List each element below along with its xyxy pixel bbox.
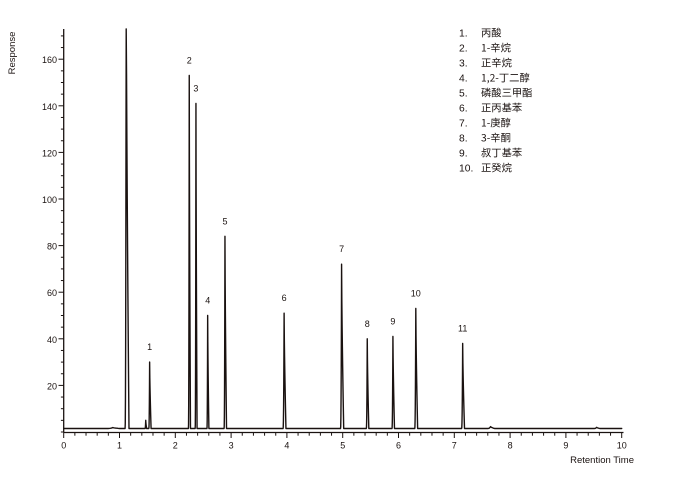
svg-text:8: 8 <box>508 441 513 451</box>
svg-text:60: 60 <box>47 288 57 298</box>
svg-text:Response: Response <box>7 32 18 75</box>
svg-text:1-辛烷: 1-辛烷 <box>481 40 511 55</box>
svg-text:160: 160 <box>42 55 57 65</box>
svg-text:40: 40 <box>47 335 57 345</box>
svg-text:0: 0 <box>61 441 66 451</box>
svg-text:4: 4 <box>284 441 289 451</box>
svg-text:9: 9 <box>563 441 568 451</box>
svg-text:1: 1 <box>147 342 152 352</box>
svg-text:9.: 9. <box>459 149 468 160</box>
svg-text:正辛烷: 正辛烷 <box>481 55 512 70</box>
svg-text:1: 1 <box>117 441 122 451</box>
svg-text:10: 10 <box>617 441 627 451</box>
svg-text:10.: 10. <box>459 164 473 175</box>
svg-text:1-庚醇: 1-庚醇 <box>481 115 511 130</box>
svg-text:8: 8 <box>365 319 370 329</box>
svg-text:2: 2 <box>173 441 178 451</box>
svg-text:8.: 8. <box>459 134 468 145</box>
svg-text:6: 6 <box>396 441 401 451</box>
svg-text:7: 7 <box>452 441 457 451</box>
svg-text:5: 5 <box>222 216 227 226</box>
svg-text:3-辛酮: 3-辛酮 <box>481 130 511 145</box>
svg-text:140: 140 <box>42 102 57 112</box>
svg-text:3.: 3. <box>459 59 468 70</box>
svg-text:3: 3 <box>193 84 198 94</box>
svg-text:11: 11 <box>458 324 467 334</box>
svg-text:9: 9 <box>390 317 395 327</box>
svg-text:7: 7 <box>339 244 344 254</box>
svg-text:80: 80 <box>47 242 57 252</box>
svg-text:6.: 6. <box>459 104 468 115</box>
svg-text:2.: 2. <box>459 44 468 55</box>
svg-text:3: 3 <box>229 441 234 451</box>
svg-text:20: 20 <box>47 381 57 391</box>
svg-text:2: 2 <box>187 56 192 66</box>
svg-text:100: 100 <box>42 195 57 205</box>
svg-text:120: 120 <box>42 148 57 158</box>
svg-text:10: 10 <box>411 289 421 299</box>
svg-text:1.: 1. <box>459 29 468 40</box>
svg-text:磷酸三甲酯: 磷酸三甲酯 <box>481 85 532 100</box>
svg-text:叔丁基苯: 叔丁基苯 <box>481 145 522 160</box>
svg-text:正丙基苯: 正丙基苯 <box>481 100 522 115</box>
svg-text:5: 5 <box>340 441 345 451</box>
svg-text:6: 6 <box>282 293 287 303</box>
svg-text:4: 4 <box>205 296 210 306</box>
svg-text:正癸烷: 正癸烷 <box>481 160 512 175</box>
svg-text:1,2-丁二醇: 1,2-丁二醇 <box>481 70 530 85</box>
svg-text:7.: 7. <box>459 119 468 130</box>
svg-text:丙酸: 丙酸 <box>481 25 502 40</box>
svg-text:4.: 4. <box>459 74 468 85</box>
svg-text:Retention Time: Retention Time <box>570 455 634 466</box>
svg-text:5.: 5. <box>459 89 468 100</box>
